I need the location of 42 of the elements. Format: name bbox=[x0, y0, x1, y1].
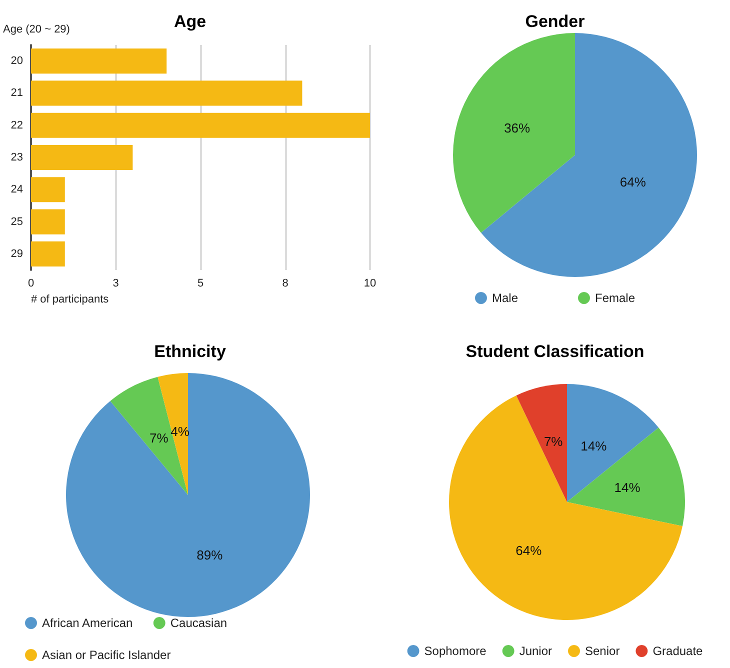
legend-label: African American bbox=[42, 616, 133, 630]
bar bbox=[31, 209, 65, 234]
bar bbox=[31, 241, 65, 266]
y-tick-label: 24 bbox=[10, 184, 23, 196]
x-axis-title: # of participants bbox=[31, 294, 110, 306]
x-tick-label: 3 bbox=[112, 278, 119, 290]
data-label: 36% bbox=[504, 120, 531, 136]
bar bbox=[31, 112, 370, 138]
x-tick-label: 5 bbox=[197, 278, 204, 290]
y-tick-label: 21 bbox=[10, 87, 23, 100]
y-tick-label: 22 bbox=[10, 119, 23, 132]
chart-title: Ethnicity bbox=[154, 342, 226, 361]
data-label: 64% bbox=[516, 543, 542, 558]
x-tick-label: 8 bbox=[282, 278, 288, 290]
chart-title: Student Classification bbox=[466, 342, 644, 361]
bar bbox=[31, 48, 167, 74]
data-label: 7% bbox=[544, 434, 564, 450]
x-tick-label: 0 bbox=[28, 278, 34, 290]
legend-label: Male bbox=[492, 291, 518, 305]
data-label: 89% bbox=[196, 548, 224, 563]
y-tick-label: 25 bbox=[10, 216, 23, 228]
chart-title: Gender bbox=[525, 12, 586, 31]
bar bbox=[31, 177, 65, 202]
legend-label: Junior bbox=[519, 644, 552, 658]
y-tick-label: 29 bbox=[10, 248, 23, 260]
legend-label: Female bbox=[595, 291, 636, 305]
data-label: 14% bbox=[614, 480, 641, 495]
x-tick-label: 10 bbox=[364, 278, 376, 290]
legend-label: Graduate bbox=[652, 644, 704, 658]
chart-title: Age bbox=[174, 12, 206, 31]
y-tick-label: 23 bbox=[10, 152, 23, 164]
data-label: 7% bbox=[150, 430, 169, 446]
legend-label: Sophomore bbox=[424, 644, 487, 658]
legend-label: Asian or Pacific Islander bbox=[42, 648, 171, 662]
y-axis-title: Age (20 ~ 29) bbox=[3, 24, 70, 36]
bar bbox=[31, 80, 302, 106]
data-label: 14% bbox=[580, 438, 608, 454]
legend-label: Caucasian bbox=[170, 616, 228, 630]
y-tick-label: 20 bbox=[10, 55, 23, 68]
legend-label: Senior bbox=[585, 644, 620, 658]
data-label: 64% bbox=[620, 174, 646, 190]
bar bbox=[31, 144, 133, 170]
